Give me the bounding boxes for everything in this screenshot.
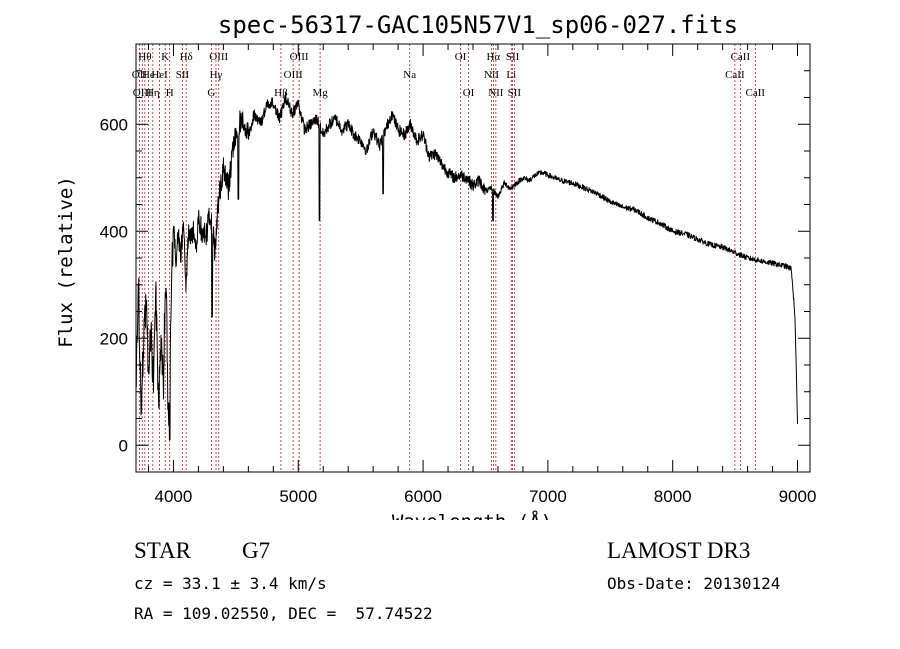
spectral-line-label-21: Hα — [486, 51, 500, 63]
obs-date-text: Obs-Date: 20130124 — [607, 574, 781, 593]
spectrum-chart: spec-56317-GAC105N57V1_sp06-027.fits OII… — [55, 11, 817, 533]
spectral-line-label-27: CaII — [731, 51, 751, 63]
spectral-line-label-28: CaII — [746, 87, 766, 99]
spectral-line-label-2: Hθ — [138, 51, 151, 63]
chart-title: spec-56317-GAC105N57V1_sp06-027.fits — [218, 11, 738, 39]
redshift-text: cz = 33.1 ± 3.4 km/s — [134, 574, 327, 593]
x-tick-label-4: 8000 — [654, 487, 692, 506]
y-axis-label: Flux (relative) — [55, 176, 77, 348]
spectral-line-label-5: HeI — [151, 69, 168, 81]
spectral-line-label-19: OI — [463, 87, 475, 99]
survey-label: LAMOST DR3 — [607, 538, 751, 563]
spectral-line-label-16: Mg — [312, 87, 328, 99]
spectral-line-label-17: Na — [403, 69, 416, 81]
x-axis-label: Wavelength (Å) — [392, 510, 552, 520]
object-class: STAR — [134, 538, 191, 563]
y-tick-label-2: 400 — [100, 222, 128, 241]
y-tick-label-3: 600 — [100, 115, 128, 134]
coordinates-text: RA = 109.02550, DEC = 57.74522 — [134, 604, 433, 623]
x-tick-label-2: 6000 — [404, 487, 442, 506]
axis-ticks: 4000 5000 6000 7000 8000 9000 0 200 400 600 — [100, 43, 817, 506]
spectral-line-label-7: H — [166, 87, 174, 99]
spectral-line-label-25: SII — [508, 87, 522, 99]
x-tick-label-0: 4000 — [155, 487, 193, 506]
spectral-line-label-23: Li — [506, 69, 516, 81]
spectral-line-label-22: NII — [488, 87, 504, 99]
spectral-line-label-1: OIII — [133, 87, 152, 99]
spectral-line-label-3: He — [142, 69, 155, 81]
spectral-line-label-12: OIII — [209, 51, 228, 63]
spectral-line-label-9: Hδ — [180, 51, 193, 63]
spectral-line-label-4: Hη — [146, 87, 160, 99]
object-subclass: G7 — [242, 538, 271, 563]
spectral-line-label-15: OIII — [290, 51, 309, 63]
spectral-line-label-26: CaII — [725, 69, 745, 81]
spectral-line-label-10: G — [207, 87, 215, 99]
y-tick-label-0: 0 — [119, 436, 128, 455]
x-tick-label-5: 9000 — [779, 487, 817, 506]
spectrum-line — [135, 91, 798, 441]
spectral-line-label-8: SII — [176, 69, 190, 81]
spectral-line-label-6: K — [161, 51, 169, 63]
spectrum-layer — [135, 91, 798, 441]
plot-frame — [135, 43, 811, 473]
spectral-line-label-24: SII — [506, 51, 520, 63]
x-tick-label-1: 5000 — [279, 487, 317, 506]
spectral-line-label-14: OIII — [284, 69, 303, 81]
y-tick-label-1: 200 — [100, 329, 128, 348]
spectral-line-label-20: NII — [484, 69, 500, 81]
spectral-line-markers: OIIOIIIHθHeHηHeIKHSIIHδGHγOIIIHβOIIIOIII… — [132, 44, 766, 472]
spectral-line-label-18: OI — [455, 51, 467, 63]
spectral-line-label-11: Hγ — [210, 69, 223, 81]
x-tick-label-3: 7000 — [529, 487, 567, 506]
